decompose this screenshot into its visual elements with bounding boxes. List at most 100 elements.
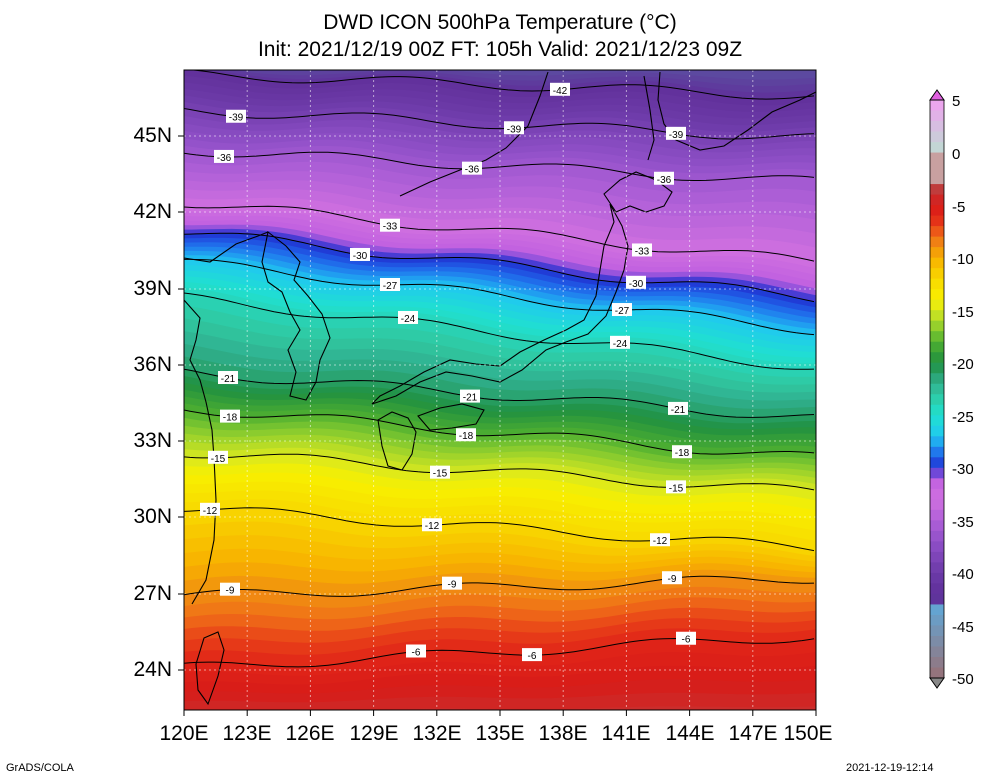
isotherm-label-box	[612, 303, 632, 317]
colorbar-segment	[930, 446, 944, 458]
colorbar-segment	[930, 163, 944, 175]
footer-timestamp: 2021-12-19-12:14	[846, 762, 934, 774]
isotherm-label-box	[456, 428, 476, 442]
colorbar-label: -45	[952, 619, 974, 636]
temperature-band	[252, 70, 816, 81]
temperature-band	[184, 389, 816, 442]
isotherm-label: -42	[553, 86, 568, 97]
colorbar-segment	[930, 425, 944, 437]
colorbar-segment	[930, 488, 944, 500]
isotherm-label-box	[226, 109, 246, 123]
temperature-band	[184, 562, 816, 585]
taiwan-coast	[195, 631, 225, 706]
kyushu-coast	[377, 411, 417, 471]
isotherm-label: -27	[615, 306, 630, 317]
colorbar-segment	[930, 352, 944, 364]
isotherm-label-box	[208, 450, 228, 464]
colorbar-segment	[930, 499, 944, 511]
temperature-band	[184, 376, 816, 430]
isotherm-label: -15	[669, 483, 684, 494]
isotherm-label-box	[668, 401, 688, 415]
temperature-band	[184, 576, 816, 609]
isotherm-label: -15	[211, 454, 226, 465]
isotherm-label-box	[462, 161, 482, 175]
isotherm-label: -18	[675, 448, 690, 459]
colorbar-segment	[930, 331, 944, 343]
lon-label: 138E	[538, 722, 588, 745]
colorbar-label: -10	[952, 251, 974, 268]
isotherm-line	[184, 108, 815, 140]
shikoku-coast	[417, 403, 485, 431]
isotherm-label: -9	[226, 586, 235, 597]
isotherm-labels: -42 -39 -39 -39 -36 -36 -36 -33 -33 -30 -30 -27 -27 -…	[200, 82, 696, 662]
isotherm-label-box	[666, 480, 686, 494]
temperature-band	[184, 638, 816, 677]
isotherm-label-box	[220, 582, 240, 596]
lat-label: 24N	[133, 658, 172, 681]
temperature-band	[184, 652, 816, 686]
axis-ticks	[178, 135, 817, 716]
colorbar-label: -25	[952, 409, 974, 426]
chart-subtitle: Init: 2021/12/19 00Z FT: 105h Valid: 202…	[257, 38, 743, 61]
lon-label: 126E	[285, 722, 335, 745]
isotherm-label-box	[350, 247, 370, 261]
isotherm-label-box	[220, 409, 240, 423]
isotherm-label: -36	[465, 165, 480, 176]
colorbar-segment	[930, 572, 944, 584]
isotherm-label-box	[632, 243, 652, 257]
colorbar-segment	[930, 656, 944, 668]
isotherm-label: -39	[669, 130, 684, 141]
temperature-band	[184, 115, 816, 153]
colorbar-label: -5	[952, 199, 966, 216]
temperature-band	[184, 331, 816, 402]
isotherm-label-box	[650, 533, 670, 547]
isotherm-line	[184, 151, 815, 181]
lon-label: 123E	[222, 722, 272, 745]
isotherm-label: -12	[203, 506, 218, 517]
colorbar-segment	[930, 646, 944, 658]
colorbar-bottom-arrow	[929, 677, 945, 689]
chart-title: DWD ICON 500hPa Temperature (°C)	[323, 11, 677, 34]
colorbar-segment	[930, 173, 944, 185]
isotherm-line	[184, 232, 815, 303]
temperature-band	[184, 305, 816, 386]
temperature-band	[184, 490, 816, 542]
colorbar-segment	[930, 625, 944, 637]
isotherm-line	[184, 637, 815, 668]
temperature-band	[184, 628, 816, 668]
colorbar-segment	[930, 530, 944, 542]
isotherm-line	[188, 70, 815, 100]
colorbar-segment	[930, 226, 944, 238]
temperature-band	[184, 472, 816, 522]
colorbar-segment	[930, 215, 944, 227]
temperature-band	[184, 586, 816, 620]
isotherm-label: -33	[383, 222, 398, 233]
isotherm-line	[184, 292, 815, 370]
isotherm-label: -24	[613, 339, 628, 350]
colorbar-label: -50	[952, 671, 974, 688]
isotherm-label: -21	[671, 405, 686, 416]
colorbar-segment	[930, 404, 944, 416]
temperature-band	[184, 597, 816, 632]
colorbar-segment	[930, 121, 944, 133]
russia-coast	[399, 71, 816, 197]
lat-label: 30N	[133, 505, 172, 528]
temperature-band	[184, 255, 816, 336]
colorbar-segment	[930, 152, 944, 164]
isotherm-label: -39	[229, 113, 244, 124]
isotherm-line	[184, 258, 815, 336]
colorbar-segment	[930, 362, 944, 374]
colorbar-segment	[930, 436, 944, 448]
isotherm-line	[184, 205, 815, 262]
colorbar-segment	[930, 341, 944, 353]
temperature-band	[184, 250, 816, 330]
colorbar-label: -40	[952, 566, 974, 583]
isotherm-label-box	[442, 576, 462, 590]
temperature-band	[184, 101, 816, 140]
lon-label: 132E	[412, 722, 462, 745]
isotherm-label: -33	[635, 246, 650, 257]
footer-software: GrADS/COLA	[6, 762, 74, 774]
temperature-band	[184, 293, 816, 378]
colorbar-frame	[929, 99, 945, 679]
lat-label: 42N	[133, 200, 172, 223]
